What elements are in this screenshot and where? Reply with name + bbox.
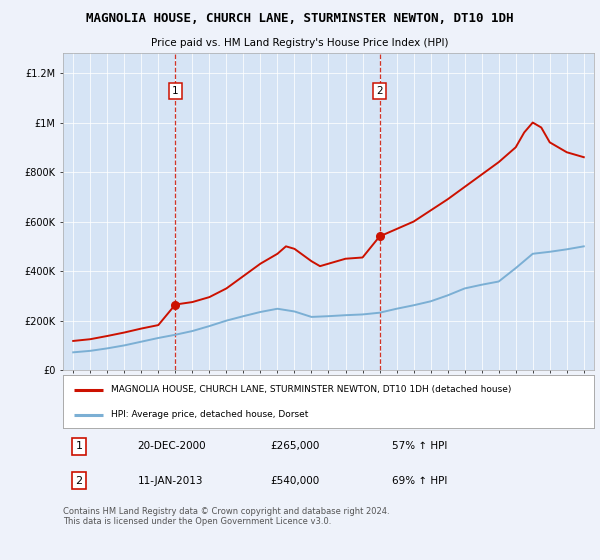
Text: HPI: Average price, detached house, Dorset: HPI: Average price, detached house, Dors…: [111, 410, 308, 419]
Text: 2: 2: [376, 86, 383, 96]
Text: 1: 1: [76, 441, 82, 451]
Text: 2: 2: [76, 475, 82, 486]
Text: MAGNOLIA HOUSE, CHURCH LANE, STURMINSTER NEWTON, DT10 1DH: MAGNOLIA HOUSE, CHURCH LANE, STURMINSTER…: [86, 12, 514, 25]
Text: £540,000: £540,000: [270, 475, 319, 486]
Text: £265,000: £265,000: [270, 441, 319, 451]
Text: Price paid vs. HM Land Registry's House Price Index (HPI): Price paid vs. HM Land Registry's House …: [151, 38, 449, 48]
Text: MAGNOLIA HOUSE, CHURCH LANE, STURMINSTER NEWTON, DT10 1DH (detached house): MAGNOLIA HOUSE, CHURCH LANE, STURMINSTER…: [111, 385, 511, 394]
Text: Contains HM Land Registry data © Crown copyright and database right 2024.
This d: Contains HM Land Registry data © Crown c…: [63, 507, 389, 526]
Text: 11-JAN-2013: 11-JAN-2013: [137, 475, 203, 486]
Text: 20-DEC-2000: 20-DEC-2000: [137, 441, 206, 451]
Text: 69% ↑ HPI: 69% ↑ HPI: [392, 475, 448, 486]
Text: 1: 1: [172, 86, 179, 96]
Text: 57% ↑ HPI: 57% ↑ HPI: [392, 441, 448, 451]
